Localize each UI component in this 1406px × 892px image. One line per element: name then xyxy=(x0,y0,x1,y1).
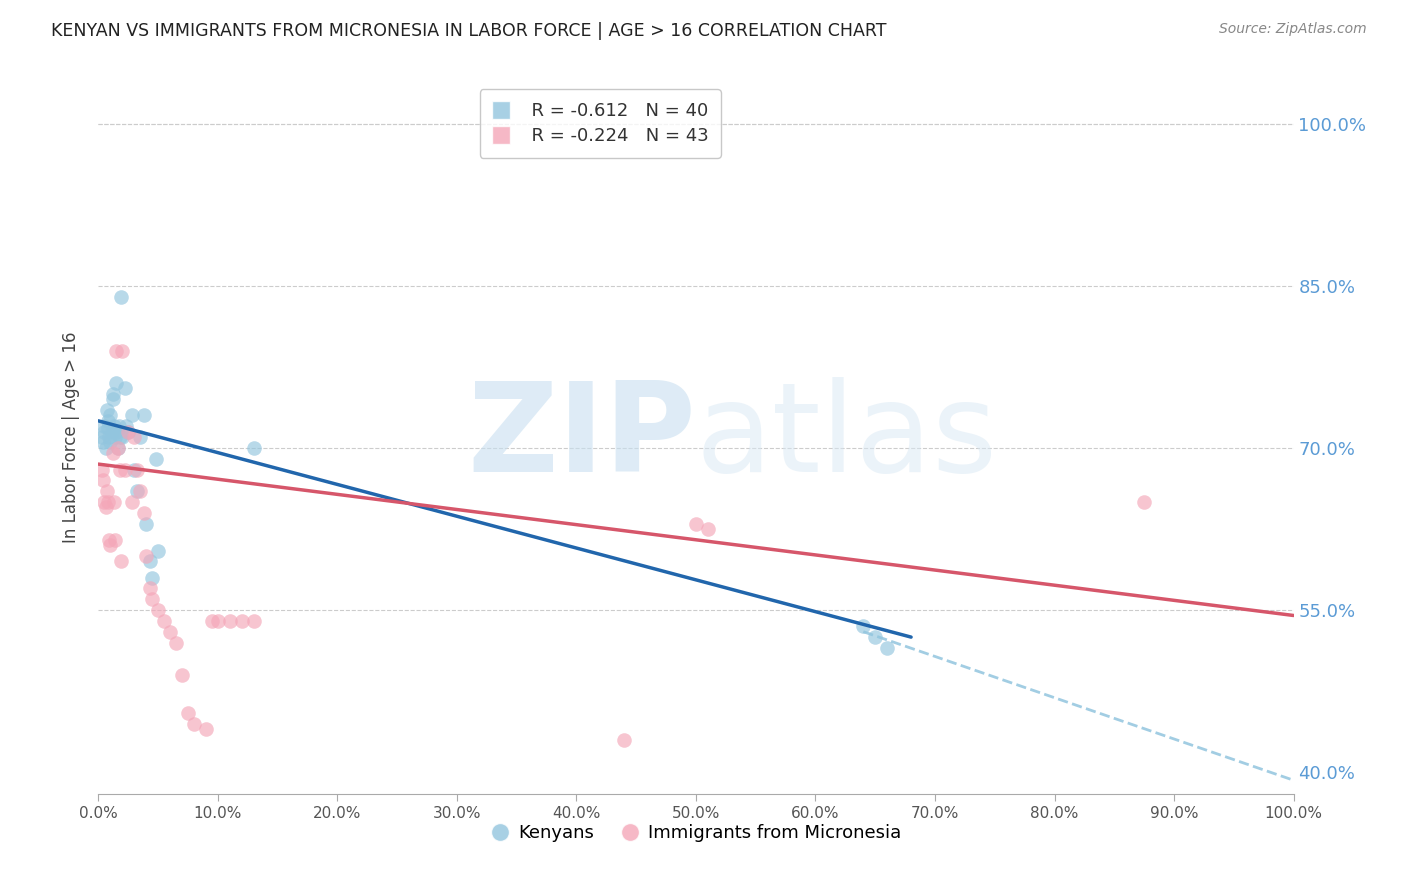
Point xyxy=(110,554,132,568)
Point xyxy=(91,473,114,487)
Point xyxy=(135,516,157,531)
Text: Source: ZipAtlas.com: Source: ZipAtlas.com xyxy=(1219,22,1367,37)
Text: ZIP: ZIP xyxy=(467,376,696,498)
Point xyxy=(114,462,136,476)
Point xyxy=(124,430,146,444)
Point xyxy=(93,425,115,439)
Point xyxy=(1133,495,1156,509)
Text: atlas: atlas xyxy=(696,376,998,498)
Point xyxy=(111,430,134,444)
Point xyxy=(105,376,128,390)
Point xyxy=(98,533,121,547)
Point xyxy=(111,343,134,358)
Y-axis label: In Labor Force | Age > 16: In Labor Force | Age > 16 xyxy=(62,331,80,543)
Point xyxy=(108,430,131,444)
Point xyxy=(101,392,124,407)
Point xyxy=(852,619,875,633)
Point xyxy=(183,716,205,731)
Point xyxy=(129,484,152,499)
Point xyxy=(124,462,146,476)
Point xyxy=(105,425,128,439)
Point xyxy=(91,435,114,450)
Point xyxy=(101,387,124,401)
Point xyxy=(139,582,162,596)
Point xyxy=(697,522,720,536)
Point xyxy=(94,441,117,455)
Point xyxy=(104,430,127,444)
Point xyxy=(121,495,143,509)
Point xyxy=(125,484,148,499)
Point xyxy=(165,635,187,649)
Point xyxy=(876,640,898,655)
Point xyxy=(613,732,636,747)
Point xyxy=(141,571,163,585)
Point xyxy=(148,603,170,617)
Point xyxy=(100,425,122,439)
Point xyxy=(219,614,242,628)
Point xyxy=(207,614,229,628)
Point xyxy=(94,500,117,515)
Point xyxy=(125,462,148,476)
Point xyxy=(172,668,194,682)
Point xyxy=(153,614,176,628)
Point xyxy=(685,516,707,531)
Point xyxy=(114,381,136,395)
Point xyxy=(91,462,114,476)
Point xyxy=(132,506,155,520)
Point xyxy=(101,446,124,460)
Point xyxy=(201,614,224,628)
Text: KENYAN VS IMMIGRANTS FROM MICRONESIA IN LABOR FORCE | AGE > 16 CORRELATION CHART: KENYAN VS IMMIGRANTS FROM MICRONESIA IN … xyxy=(51,22,886,40)
Point xyxy=(98,538,122,552)
Point xyxy=(107,441,129,455)
Point xyxy=(98,409,122,423)
Point xyxy=(135,549,157,563)
Point xyxy=(243,614,266,628)
Point xyxy=(121,409,143,423)
Point xyxy=(93,419,115,434)
Point xyxy=(107,441,129,455)
Point xyxy=(110,289,132,303)
Point xyxy=(129,430,152,444)
Legend: Kenyans, Immigrants from Micronesia: Kenyans, Immigrants from Micronesia xyxy=(484,817,908,849)
Point xyxy=(108,462,131,476)
Point xyxy=(865,630,887,644)
Point xyxy=(117,425,139,439)
Point xyxy=(103,495,125,509)
Point xyxy=(159,624,181,639)
Point xyxy=(98,430,121,444)
Point xyxy=(97,414,120,428)
Point xyxy=(243,441,266,455)
Point xyxy=(96,403,118,417)
Point xyxy=(93,495,115,509)
Point xyxy=(105,343,128,358)
Point xyxy=(139,554,162,568)
Point xyxy=(132,409,155,423)
Point xyxy=(141,592,163,607)
Point xyxy=(98,435,122,450)
Point xyxy=(103,419,125,434)
Point xyxy=(195,722,218,736)
Point xyxy=(96,484,118,499)
Point xyxy=(97,495,120,509)
Point xyxy=(117,425,139,439)
Point xyxy=(97,421,120,435)
Point xyxy=(177,706,200,720)
Point xyxy=(115,419,138,434)
Point xyxy=(104,533,127,547)
Point xyxy=(231,614,253,628)
Point xyxy=(148,543,170,558)
Point xyxy=(91,430,114,444)
Point xyxy=(145,451,167,466)
Point xyxy=(107,419,129,434)
